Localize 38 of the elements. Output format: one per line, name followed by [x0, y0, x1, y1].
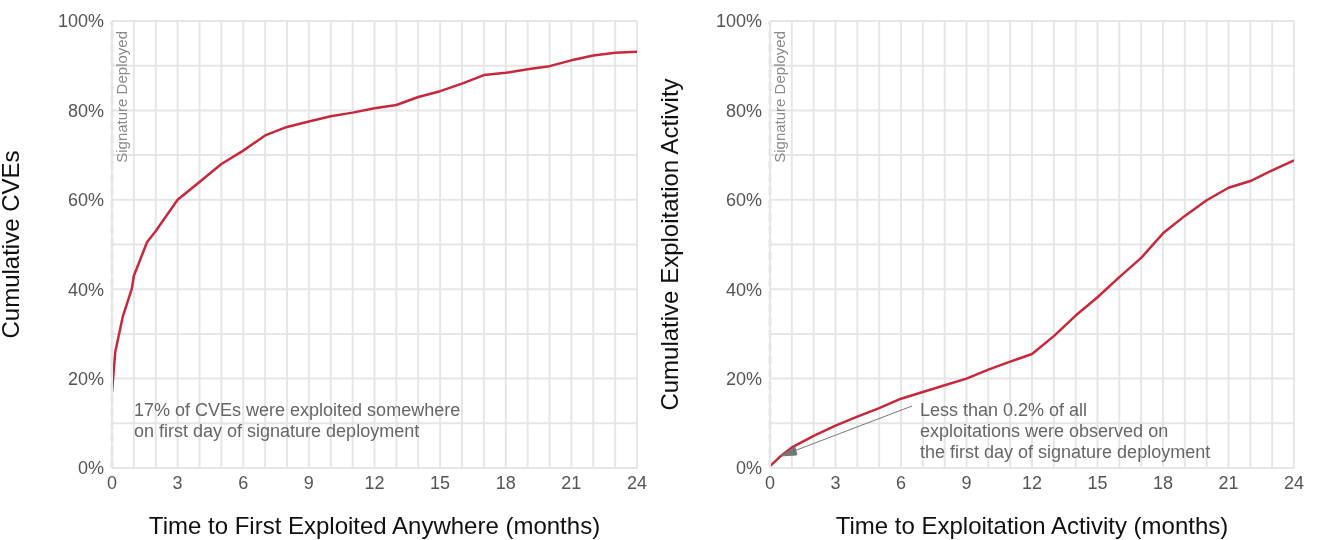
y-tick-label: 60% — [67, 190, 104, 211]
y-tick-label: 100% — [57, 11, 104, 32]
ref-line-label: Signature Deployed — [771, 31, 788, 163]
y-tick-label: 40% — [67, 279, 104, 300]
y-tick-label: 40% — [725, 279, 762, 300]
x-axis-title: Time to First Exploited Anywhere (months) — [148, 512, 601, 539]
y-tick-label: 80% — [725, 100, 762, 121]
x-tick-label: 21 — [1218, 472, 1239, 493]
x-tick-label: 3 — [830, 472, 841, 493]
ref-line-label: Signature Deployed — [113, 31, 130, 163]
x-tick-label: 0 — [106, 472, 118, 493]
y-tick-label: 60% — [725, 190, 762, 211]
x-tick-label: 0 — [764, 472, 776, 493]
y-axis-title: Cumulative CVEs — [0, 150, 24, 339]
y-tick-label: 100% — [715, 11, 762, 32]
x-axis-title: Time to Exploitation Activity (months) — [835, 512, 1229, 539]
x-tick-label: 21 — [561, 472, 582, 493]
x-tick-label: 15 — [1087, 472, 1108, 493]
x-tick-label: 3 — [172, 472, 183, 493]
y-tick-label: 0% — [735, 458, 762, 479]
x-tick-label: 9 — [961, 472, 972, 493]
x-tick-label: 24 — [626, 472, 648, 493]
y-tick-label: 20% — [67, 368, 104, 389]
x-tick-label: 6 — [895, 472, 907, 493]
y-tick-label: 80% — [67, 100, 104, 121]
x-tick-label: 6 — [238, 472, 249, 493]
x-tick-label: 24 — [1283, 472, 1305, 493]
y-tick-label: 0% — [77, 458, 104, 479]
x-tick-label: 12 — [1021, 472, 1043, 493]
x-tick-label: 18 — [1152, 472, 1174, 493]
x-tick-label: 18 — [495, 472, 516, 493]
y-tick-label: 20% — [725, 368, 762, 389]
x-tick-label: 15 — [430, 472, 451, 493]
y-axis-title: Cumulative Exploitation Activity — [655, 78, 683, 411]
annotation: Less than 0.2% of all exploitations were observed on the first day of signature deployment — [920, 400, 1211, 462]
x-tick-label: 12 — [364, 472, 385, 493]
x-tick-label: 9 — [303, 472, 314, 493]
annotation: 17% of CVEs were exploited somewhere on first day of signature deployment — [134, 400, 461, 441]
